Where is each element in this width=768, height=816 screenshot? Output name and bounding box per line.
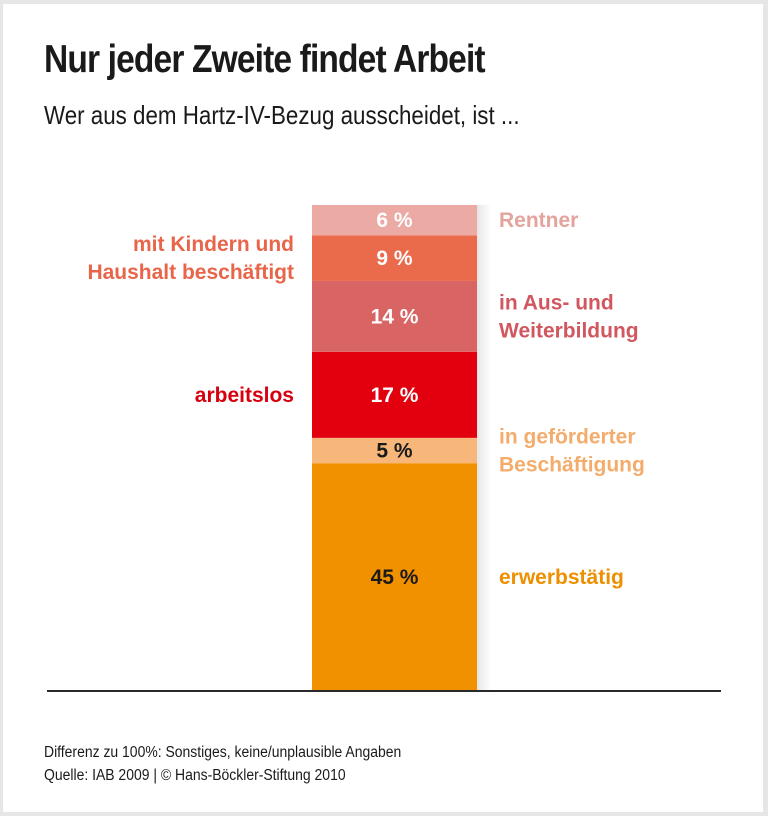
- category-label-arbeitslos: arbeitslos: [195, 384, 294, 407]
- footnote: Differenz zu 100%: Sonstiges, keine/unpl…: [44, 744, 402, 761]
- category-label-erwerbstaetig: erwerbstätig: [499, 566, 624, 589]
- value-label-arbeitslos: 17 %: [371, 384, 419, 407]
- bar-segment-in-gefoerderter-beschaeftigung: [312, 437, 477, 464]
- bar-segment-arbeitslos: [312, 351, 477, 438]
- bar-shadow: [477, 205, 491, 691]
- category-label-in-gefoerderter-beschaeftigung: in geförderter Beschäftigung: [499, 426, 645, 477]
- bar-segment-in-aus-und-weiterbildung: [312, 280, 477, 352]
- category-label-mit-kindern-und-haushalt-beschaeftigt: mit Kindern und Haushalt beschäftigt: [87, 233, 294, 284]
- chart-title: Nur jeder Zweite findet Arbeit: [44, 38, 486, 81]
- source-credit: Quelle: IAB 2009 | © Hans-Böckler-Stiftu…: [44, 767, 346, 784]
- bar-segment-rentner: [312, 205, 477, 236]
- bar-segment-mit-kindern-und-haushalt-beschaeftigt: [312, 235, 477, 281]
- bar-segment-erwerbstaetig: [312, 463, 477, 691]
- value-label-in-aus-und-weiterbildung: 14 %: [371, 305, 419, 328]
- value-label-mit-kindern-und-haushalt-beschaeftigt: 9 %: [376, 247, 413, 270]
- chart-subtitle: Wer aus dem Hartz-IV-Bezug ausscheidet, …: [44, 100, 520, 130]
- value-label-erwerbstaetig: 45 %: [371, 566, 419, 589]
- value-label-in-gefoerderter-beschaeftigung: 5 %: [376, 440, 413, 463]
- value-label-rentner: 6 %: [376, 209, 413, 232]
- category-label-in-aus-und-weiterbildung: in Aus- und Weiterbildung: [499, 291, 639, 342]
- category-label-rentner: Rentner: [499, 209, 578, 232]
